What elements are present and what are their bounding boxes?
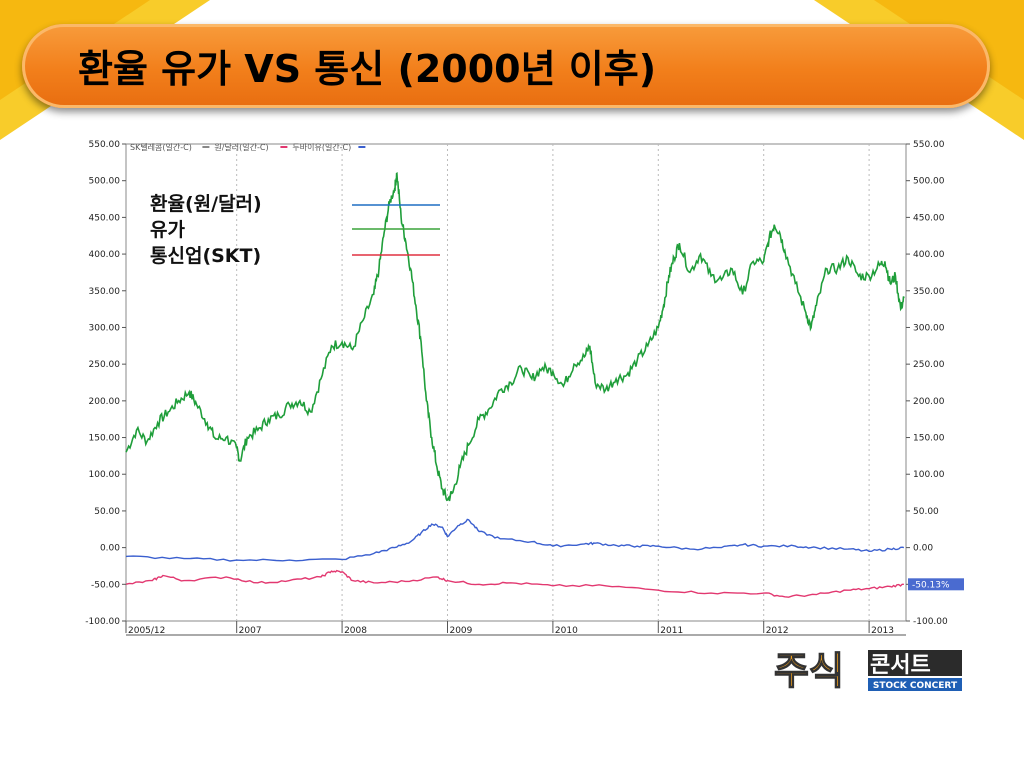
y-tick-label-right: 150.00 bbox=[913, 434, 945, 444]
overlay-legend-label: 통신업(SKT) bbox=[150, 245, 261, 267]
y-tick-label-left: 250.00 bbox=[89, 360, 121, 370]
last-value-label: -50.13% bbox=[912, 580, 950, 590]
x-tick-label: 2013 bbox=[871, 626, 894, 636]
y-tick-label-left: 450.00 bbox=[89, 213, 121, 223]
logo-side-text: 콘서트 bbox=[870, 653, 931, 678]
y-tick-label-right: 500.00 bbox=[913, 177, 945, 187]
y-tick-label-left: -50.00 bbox=[91, 580, 120, 590]
overlay-legend-label: 환율(원/달러) bbox=[150, 193, 262, 215]
x-tick-label: 2012 bbox=[766, 626, 789, 636]
y-tick-label-left: 400.00 bbox=[89, 250, 121, 260]
x-tick-label: 2010 bbox=[555, 626, 578, 636]
y-tick-label-right: 550.00 bbox=[913, 140, 945, 150]
x-tick-label: 2009 bbox=[449, 626, 472, 636]
line-chart: 2005/12 2007 2008 2009 2010 2011 2012 2013 550.0… bbox=[85, 140, 964, 636]
y-tick-label-right: 50.00 bbox=[913, 507, 939, 517]
y-tick-label-left: 50.00 bbox=[94, 507, 120, 517]
header-legend-item: 원/달러(일간-C) bbox=[214, 142, 268, 152]
y-tick-label-left: 100.00 bbox=[89, 470, 121, 480]
y-tick-label-left: 150.00 bbox=[89, 434, 121, 444]
series-line bbox=[125, 518, 905, 562]
y-tick-label-left: 500.00 bbox=[89, 177, 121, 187]
y-tick-label-right: 250.00 bbox=[913, 360, 945, 370]
y-tick-label-right: 100.00 bbox=[913, 470, 945, 480]
y-tick-label-left: 300.00 bbox=[89, 323, 121, 333]
x-tick-label: 2005/12 bbox=[128, 626, 165, 636]
y-tick-label-right: 300.00 bbox=[913, 323, 945, 333]
y-tick-label-right: 200.00 bbox=[913, 397, 945, 407]
chart-panel: 2005/12 2007 2008 2009 2010 2011 2012 2013 550.0… bbox=[68, 128, 966, 644]
logo-main-text: 주식 bbox=[774, 649, 844, 693]
header-legend-item: 두바이유(일간-C) bbox=[292, 142, 351, 152]
overlay-legend-label: 유가 bbox=[150, 219, 185, 241]
y-tick-label-right: -100.00 bbox=[913, 617, 948, 627]
series-line bbox=[125, 569, 904, 598]
y-tick-label-left: 0.00 bbox=[100, 544, 120, 554]
header-legend-item: SK텔레콤(일간-C) bbox=[130, 142, 192, 152]
y-tick-label-right: 350.00 bbox=[913, 287, 945, 297]
x-tick-label: 2008 bbox=[344, 626, 367, 636]
y-tick-label-right: 0.00 bbox=[913, 544, 933, 554]
title-banner bbox=[22, 24, 990, 108]
y-tick-label-left: 350.00 bbox=[89, 287, 121, 297]
y-tick-label-right: 450.00 bbox=[913, 213, 945, 223]
slide-title: 환율 유가 VS 통신 (2000년 이후) bbox=[78, 47, 657, 91]
y-tick-label-left: 550.00 bbox=[89, 140, 121, 150]
x-tick-label: 2007 bbox=[239, 626, 262, 636]
y-tick-label-left: -100.00 bbox=[85, 617, 120, 627]
last-value-box bbox=[908, 578, 964, 591]
y-tick-label-left: 200.00 bbox=[89, 397, 121, 407]
series-line bbox=[125, 171, 905, 502]
logo-caption: STOCK CONCERT bbox=[873, 681, 958, 691]
stock-concert-logo: 주식 콘서트 STOCK CONCERT bbox=[773, 648, 962, 694]
x-tick-label: 2011 bbox=[660, 626, 683, 636]
y-tick-label-right: 400.00 bbox=[913, 250, 945, 260]
plot-frame bbox=[125, 143, 907, 622]
